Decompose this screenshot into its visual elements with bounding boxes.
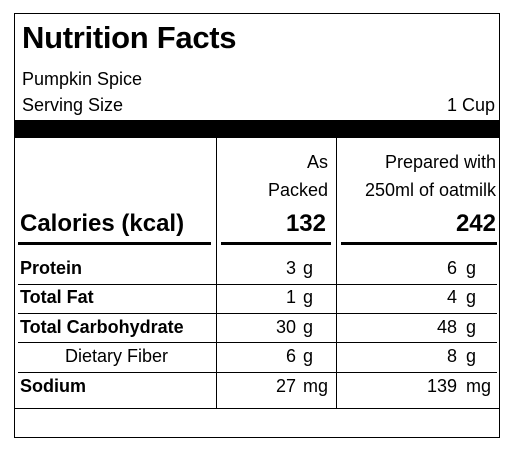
total-carbohydrate-prepared-value: 48 [436, 317, 457, 337]
column-divider-right [336, 138, 337, 408]
calories-underline-prepared [341, 242, 497, 245]
sodium-as-packed-unit: mg [303, 376, 329, 396]
calories-label: Calories (kcal) [20, 210, 185, 237]
row-separator [18, 342, 497, 343]
total-fat-prepared-value: 4 [446, 287, 457, 307]
column-header-prepared: Prepared with 250ml of oatmilk [365, 148, 496, 204]
table-bottom-border [15, 408, 499, 409]
total-fat-prepared-unit: g [466, 287, 477, 307]
thick-divider [15, 120, 499, 138]
serving-size-value: 1 Cup [446, 95, 495, 115]
nutrient-label-dietary-fiber: Dietary Fiber [65, 346, 169, 366]
total-carbohydrate-prepared-unit: g [466, 317, 477, 337]
nutrient-label-sodium: Sodium [20, 376, 86, 396]
column-header-prepared-line1: Prepared with [384, 152, 496, 172]
sodium-as-packed-value: 27 [275, 376, 296, 396]
sodium-prepared-value: 139 [426, 376, 457, 396]
calories-underline-label [18, 242, 211, 245]
column-header-as-packed-line2: Packed [267, 180, 328, 200]
calories-prepared: 242 [455, 210, 496, 237]
protein-prepared-value: 6 [446, 258, 457, 278]
nutrition-facts-panel: Nutrition Facts Pumpkin Spice Serving Si… [14, 13, 500, 438]
calories-underline-as-packed [221, 242, 331, 245]
row-separator [18, 372, 497, 373]
row-separator [18, 284, 497, 285]
nutrient-label-total-fat: Total Fat [20, 287, 94, 307]
product-name: Pumpkin Spice [22, 69, 143, 89]
row-separator [18, 313, 497, 314]
column-header-as-packed-line1: As [306, 152, 328, 172]
column-header-as-packed: As Packed [268, 148, 328, 204]
column-divider-left [216, 138, 217, 408]
protein-prepared-unit: g [466, 258, 477, 278]
sodium-prepared-unit: mg [466, 376, 492, 396]
total-carbohydrate-as-packed-value: 30 [275, 317, 296, 337]
serving-size-label: Serving Size [22, 95, 124, 115]
nutrient-label-protein: Protein [20, 258, 83, 278]
total-fat-as-packed-value: 1 [285, 287, 296, 307]
dietary-fiber-prepared-unit: g [466, 346, 477, 366]
page-title: Nutrition Facts [22, 20, 237, 55]
dietary-fiber-as-packed-unit: g [303, 346, 314, 366]
column-header-prepared-line2: 250ml of oatmilk [364, 180, 496, 200]
nutrient-label-total-carbohydrate: Total Carbohydrate [20, 317, 184, 337]
protein-as-packed-unit: g [303, 258, 314, 278]
dietary-fiber-as-packed-value: 6 [285, 346, 296, 366]
calories-as-packed: 132 [285, 210, 326, 237]
protein-as-packed-value: 3 [285, 258, 296, 278]
total-carbohydrate-as-packed-unit: g [303, 317, 314, 337]
total-fat-as-packed-unit: g [303, 287, 314, 307]
dietary-fiber-prepared-value: 8 [446, 346, 457, 366]
